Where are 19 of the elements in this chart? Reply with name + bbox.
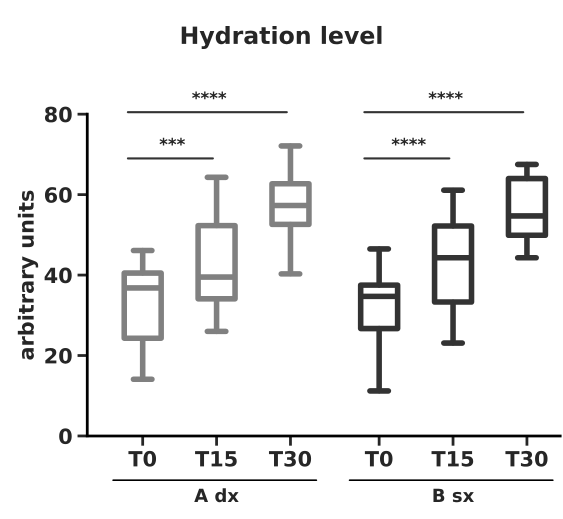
text: A dx [194,488,239,502]
x-tick-label: T0 [128,450,156,467]
annotation: *** [160,138,185,146]
x-tick-label: T30 [268,450,312,467]
text: **** [428,92,463,100]
y-tick-label: 80 [44,106,72,122]
y-tick-label: 20 [45,348,72,364]
annotation: **** [392,138,426,146]
x-tick-label: T15 [195,451,237,467]
text: **** [192,92,226,100]
y-tick-label: 0 [59,428,72,444]
x-tick-label: T0 [364,450,392,467]
x-tick-label: T15 [432,451,474,467]
text: B sx [433,488,474,502]
x-tick-label: T30 [505,450,548,467]
chart-title: Hydration level [182,26,382,49]
y-tick-label: 60 [44,187,72,203]
y-axis-title: arbitrary units [18,190,38,360]
y-tick-label: 40 [44,268,72,284]
